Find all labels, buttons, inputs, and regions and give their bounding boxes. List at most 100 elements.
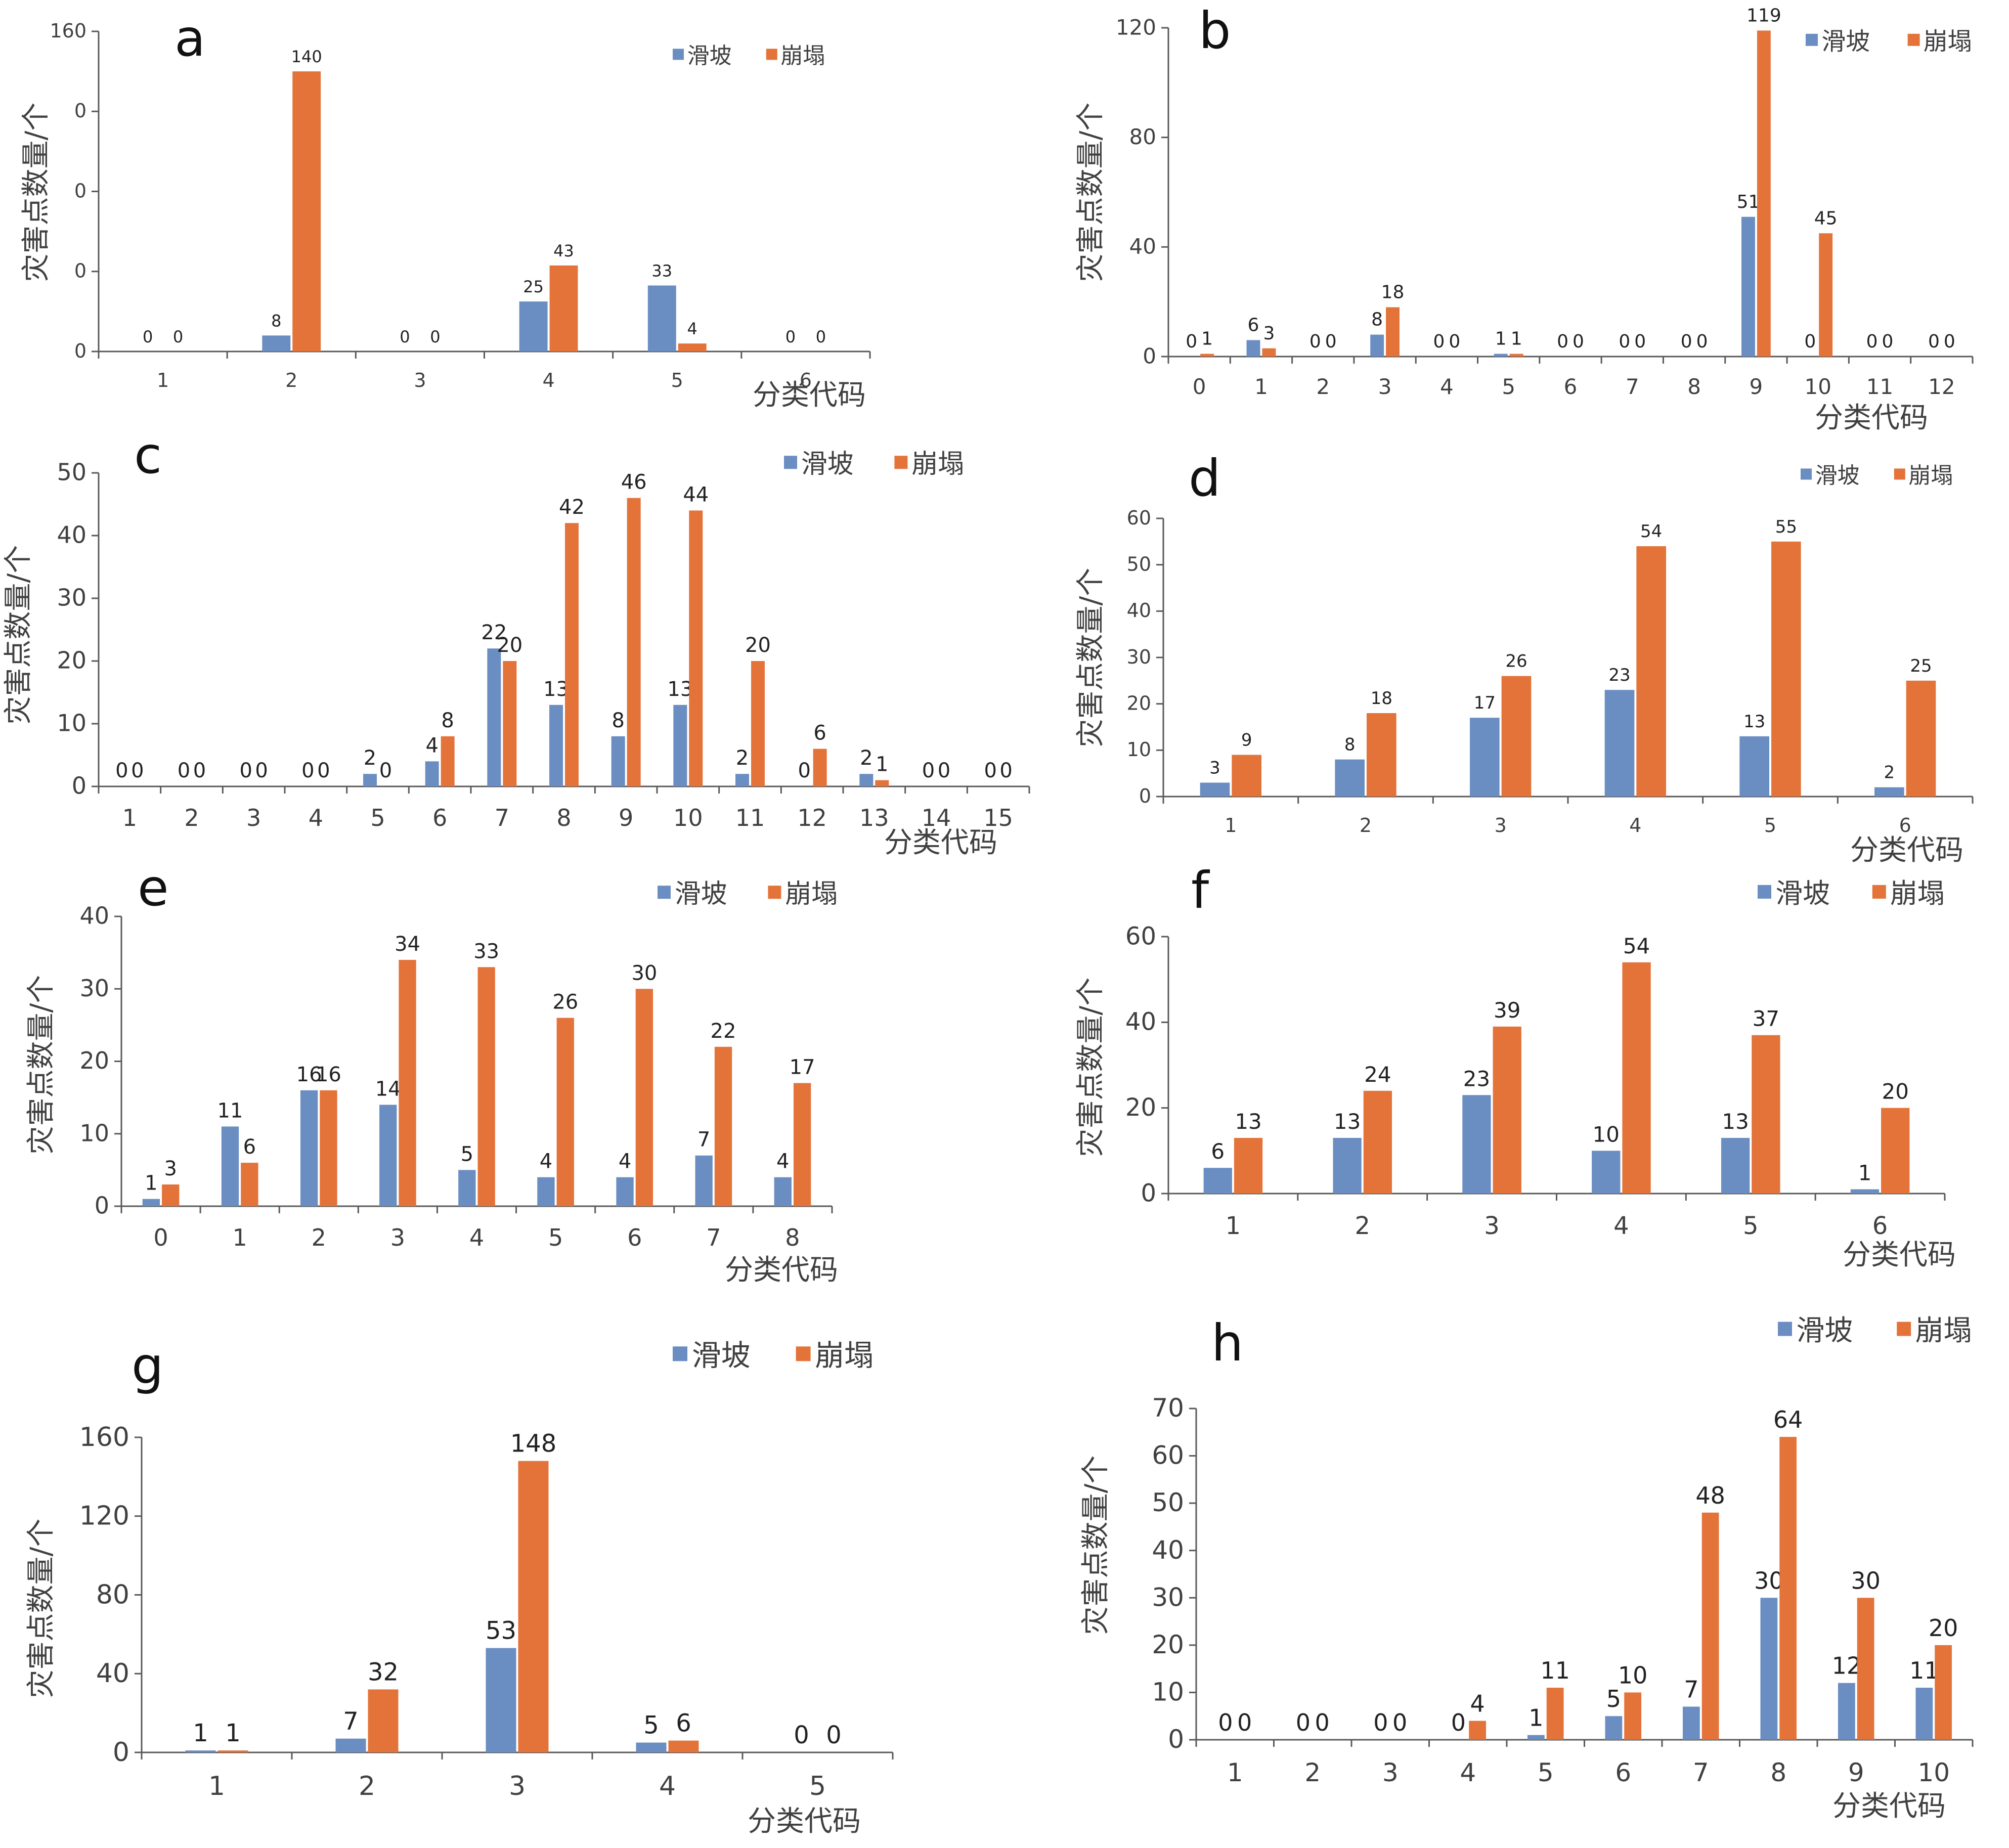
data-label: 13 <box>1722 1109 1749 1134</box>
x-tick-label: 4 <box>659 1771 676 1801</box>
y-tick-label: 0 <box>1141 1179 1156 1207</box>
legend-swatch-landslide <box>658 886 671 899</box>
bar-collapse-5 <box>1509 354 1523 357</box>
x-tick-label: 4 <box>1440 374 1454 399</box>
data-label: 0 <box>794 1721 809 1749</box>
legend-swatch-landslide <box>1778 1322 1792 1336</box>
data-label: 0 <box>1573 331 1584 352</box>
x-tick-label: 5 <box>1764 814 1776 837</box>
data-label: 55 <box>1775 517 1797 537</box>
legend-label-collapse: 崩塌 <box>815 1338 874 1373</box>
x-tick-label: 1 <box>1225 814 1237 837</box>
x-tick-label: 1 <box>1227 1758 1243 1787</box>
bar-landslide-9 <box>1741 216 1755 357</box>
bar-landslide-11 <box>735 774 749 786</box>
data-label: 4 <box>687 319 697 338</box>
y-tick-label: 60 <box>1152 1441 1184 1470</box>
data-label: 0 <box>143 327 153 346</box>
bar-landslide-6 <box>1874 787 1904 797</box>
data-label: 0 <box>1296 1709 1311 1736</box>
data-label: 16 <box>316 1063 341 1086</box>
data-label: 8 <box>1371 310 1383 330</box>
x-axis-title: 分类代码 <box>884 826 997 859</box>
y-tick-label: 80 <box>96 1579 129 1610</box>
bar-landslide-7 <box>1682 1706 1700 1740</box>
bar-collapse-11 <box>751 661 765 786</box>
data-label: 25 <box>1910 656 1932 676</box>
data-label: 140 <box>291 47 322 66</box>
bar-landslide-4 <box>636 1742 667 1752</box>
y-tick-label: 0 <box>74 340 86 362</box>
data-label: 53 <box>486 1617 516 1645</box>
data-label: 0 <box>1557 331 1568 352</box>
x-tick-label: 5 <box>548 1224 563 1251</box>
data-label: 0 <box>1325 331 1337 352</box>
y-axis-title: 灾害点数量/个 <box>1074 103 1107 282</box>
bar-collapse-4 <box>1636 546 1666 797</box>
legend-label-collapse: 崩塌 <box>785 879 838 909</box>
legend-swatch-collapse <box>766 49 777 60</box>
legend-swatch-collapse <box>1872 885 1886 899</box>
data-label: 0 <box>1392 1709 1407 1736</box>
bar-collapse-2 <box>368 1689 399 1752</box>
y-tick-label: 0 <box>113 1737 129 1768</box>
bar-collapse-6 <box>1624 1692 1642 1740</box>
x-tick-label: 15 <box>983 804 1013 831</box>
data-label: 17 <box>1474 693 1496 713</box>
data-label: 4 <box>1470 1690 1484 1718</box>
y-tick-label: 20 <box>1152 1630 1184 1659</box>
data-label: 7 <box>1684 1676 1698 1703</box>
data-label: 2 <box>364 746 376 770</box>
bar-collapse-6 <box>1881 1108 1910 1194</box>
bar-collapse-5 <box>678 343 707 351</box>
bar-landslide-2 <box>1333 1137 1362 1194</box>
panel-e: e010203040013111621616314344533542664307… <box>25 858 838 1287</box>
y-axis-title: 灾害点数量/个 <box>25 1519 58 1698</box>
bar-landslide-4 <box>519 301 548 351</box>
data-label: 13 <box>543 678 569 701</box>
bar-landslide-5 <box>537 1177 555 1206</box>
data-label: 42 <box>559 496 585 519</box>
data-label: 13 <box>1334 1109 1361 1134</box>
x-tick-label: 5 <box>1538 1758 1554 1787</box>
bar-landslide-1 <box>1246 340 1260 357</box>
x-tick-label: 7 <box>706 1224 721 1251</box>
bar-landslide-8 <box>549 705 563 786</box>
data-label: 23 <box>1463 1066 1490 1091</box>
data-label: 51 <box>1737 192 1760 212</box>
data-label: 0 <box>1619 331 1630 352</box>
data-label: 30 <box>631 961 657 985</box>
x-tick-label: 3 <box>1378 374 1392 399</box>
x-tick-label: 1 <box>1226 1212 1241 1240</box>
bar-landslide-3 <box>379 1105 397 1206</box>
panel-f: f02040601613213243233941054513376120分类代码… <box>1074 861 1956 1271</box>
legend-swatch-collapse <box>796 1346 811 1361</box>
bar-landslide-10 <box>1915 1688 1933 1740</box>
x-tick-label: 5 <box>1743 1212 1759 1240</box>
bar-collapse-6 <box>441 736 455 786</box>
data-label: 0 <box>938 759 950 782</box>
y-tick-label: 30 <box>1127 646 1151 668</box>
legend-swatch-collapse <box>1907 33 1920 46</box>
data-label: 0 <box>400 327 410 346</box>
bar-landslide-1 <box>1203 1168 1232 1194</box>
data-label: 6 <box>243 1135 256 1159</box>
data-label: 0 <box>1218 1709 1233 1736</box>
x-tick-label: 2 <box>359 1771 375 1801</box>
data-label: 20 <box>745 634 771 657</box>
bar-collapse-1 <box>1234 1137 1263 1194</box>
data-label: 45 <box>1814 208 1838 229</box>
bar-collapse-5 <box>1546 1688 1564 1740</box>
bar-landslide-10 <box>673 705 687 786</box>
x-tick-label: 8 <box>556 804 571 831</box>
y-tick-label: 10 <box>1127 738 1151 761</box>
data-label: 8 <box>612 709 624 732</box>
legend-swatch-landslide <box>1758 885 1771 899</box>
x-tick-label: 0 <box>153 1224 168 1251</box>
y-tick-label: 0 <box>74 180 86 202</box>
data-label: 0 <box>1696 331 1708 352</box>
data-label: 0 <box>922 759 935 782</box>
bar-collapse-1 <box>1262 348 1276 357</box>
legend-label-landslide: 滑坡 <box>1775 877 1830 909</box>
